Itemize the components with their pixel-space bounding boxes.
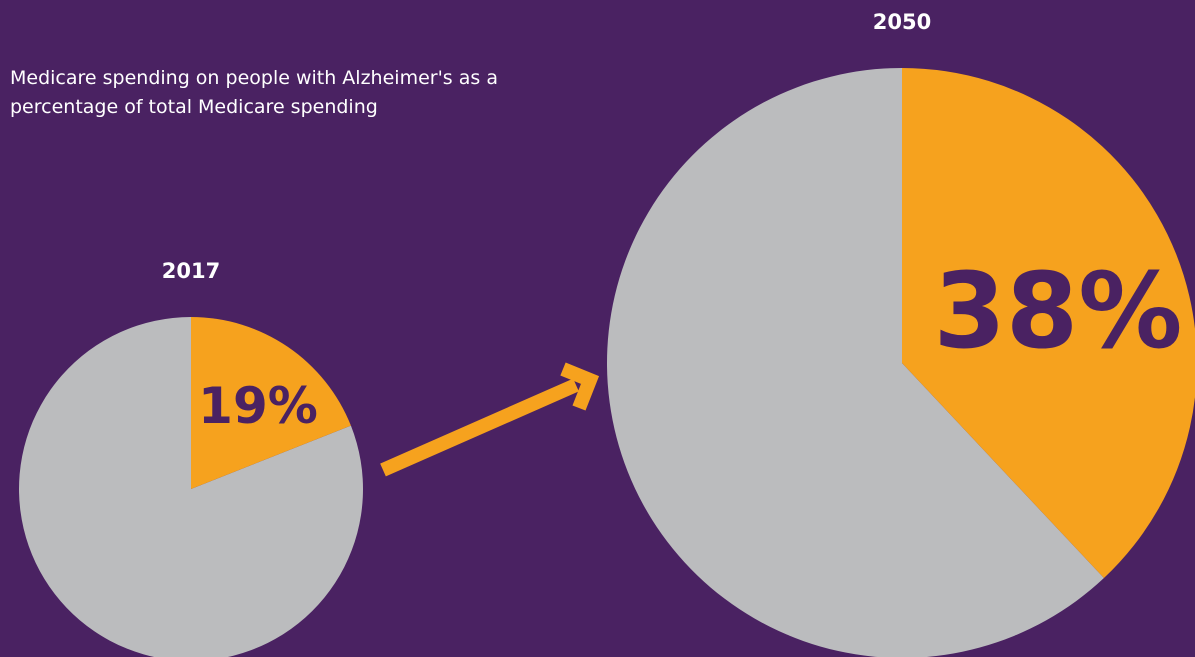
pie-2050-year-label: 2050 [873, 10, 931, 34]
pie-2050-slice-rest [607, 68, 1104, 657]
pie-2017-year-label: 2017 [162, 259, 220, 283]
pie-2017-slice-rest [19, 317, 364, 657]
pie-2017: 2017 19% [19, 259, 364, 657]
pie-2050: 2050 38% [607, 10, 1195, 657]
pie-2050-slice-alzheimers [902, 68, 1195, 579]
trend-arrow-icon [380, 362, 600, 477]
chart-title: Medicare spending on people with Alzheim… [10, 67, 498, 118]
pie-2017-slice-alzheimers [191, 317, 351, 489]
pie-2017-percent-label: 19% [198, 377, 318, 435]
pie-2050-percent-label: 38% [934, 250, 1183, 372]
